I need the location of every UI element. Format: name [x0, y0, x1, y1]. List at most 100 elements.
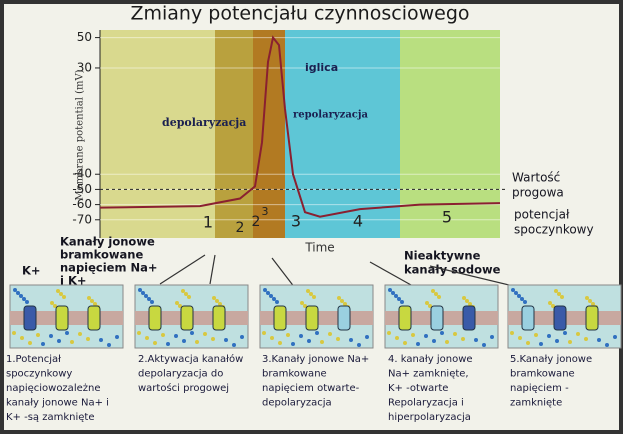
side-label: Kanały jonowe [60, 235, 155, 249]
ion [218, 302, 222, 306]
ion [86, 337, 90, 341]
ion [240, 335, 244, 339]
side-label: kanały sodowe [404, 263, 501, 277]
y-tick-label: 50 [77, 30, 92, 44]
caption: hiperpolaryzacja [388, 412, 471, 423]
ion [568, 340, 572, 344]
caption: zamknięte [510, 398, 562, 409]
ion [307, 339, 311, 343]
ion [16, 291, 20, 295]
ion [99, 338, 103, 342]
y-tick-label: -50 [72, 182, 92, 196]
ion [585, 296, 589, 300]
ion [266, 291, 270, 295]
ion [597, 338, 601, 342]
caption: kanały jonowe Na+ i [6, 398, 109, 409]
arrow [159, 254, 206, 285]
ion [263, 288, 267, 292]
ion [150, 300, 154, 304]
ion [306, 289, 310, 293]
y-tick-label: -70 [72, 212, 92, 226]
ion [523, 300, 527, 304]
caption: napięciem - [510, 383, 569, 394]
ion [434, 292, 438, 296]
ion [187, 295, 191, 299]
ion [57, 339, 61, 343]
ion [190, 331, 194, 335]
annotation: Wartość [512, 171, 560, 185]
y-tick-label: -60 [72, 197, 92, 211]
zone-label: 1 [203, 213, 213, 232]
caption: bramkowane [510, 369, 575, 380]
channel [398, 305, 412, 331]
ion [340, 299, 344, 303]
ion [182, 339, 186, 343]
annotation: iglica [305, 61, 338, 74]
ion [62, 295, 66, 299]
ion [145, 336, 149, 340]
ion [437, 295, 441, 299]
ion [300, 301, 304, 305]
ion [78, 332, 82, 336]
ion [269, 294, 273, 298]
caption: 2.Aktywacja kanałów [138, 353, 243, 365]
ion [309, 292, 313, 296]
ion [557, 292, 561, 296]
ion [107, 343, 111, 347]
caption: napięciem otwarte- [262, 383, 360, 394]
channel [430, 305, 444, 331]
ion [432, 339, 436, 343]
side-label: K+ [22, 264, 41, 278]
channel [337, 305, 351, 331]
ion [395, 336, 399, 340]
ion [59, 292, 63, 296]
chart-title: Zmiany potencjału czynnosciowego [130, 3, 469, 25]
ion [65, 331, 69, 335]
ion [56, 289, 60, 293]
ion [514, 291, 518, 295]
ion [286, 333, 290, 337]
ion [291, 342, 295, 346]
ion [90, 299, 94, 303]
ion [215, 299, 219, 303]
ion [166, 342, 170, 346]
side-label: bramkowane [60, 248, 143, 262]
x-axis-label: Time [304, 241, 334, 255]
zone-label: 2 [252, 214, 261, 230]
channel [212, 305, 226, 331]
ion [613, 335, 617, 339]
side-label: napięciem Na+ [60, 261, 158, 275]
ion [547, 334, 551, 338]
ion [534, 333, 538, 337]
ion [175, 301, 179, 305]
channel [585, 305, 599, 331]
y-axis-label: Membrane potential (mV) [75, 69, 86, 200]
ion [147, 297, 151, 301]
ion [138, 288, 142, 292]
caption: Repolaryzacja i [388, 398, 464, 409]
ion [510, 331, 514, 335]
ion [12, 331, 16, 335]
ion [195, 340, 199, 344]
ion [539, 342, 543, 346]
ion [141, 291, 145, 295]
caption: K+ -otwarte [388, 383, 448, 394]
ion [22, 297, 26, 301]
ion [28, 341, 32, 345]
ion [397, 297, 401, 301]
zone-label: 3 [262, 205, 269, 218]
arrow [209, 254, 216, 285]
ion [328, 332, 332, 336]
side-label: Nieaktywne [404, 249, 481, 263]
ion [262, 331, 266, 335]
channel [553, 305, 567, 331]
ion [518, 336, 522, 340]
arrow [271, 257, 296, 289]
ion [357, 343, 361, 347]
ion [337, 296, 341, 300]
ion [315, 331, 319, 335]
ion [25, 300, 29, 304]
side-label: i K+ [60, 274, 87, 288]
ion [278, 341, 282, 345]
